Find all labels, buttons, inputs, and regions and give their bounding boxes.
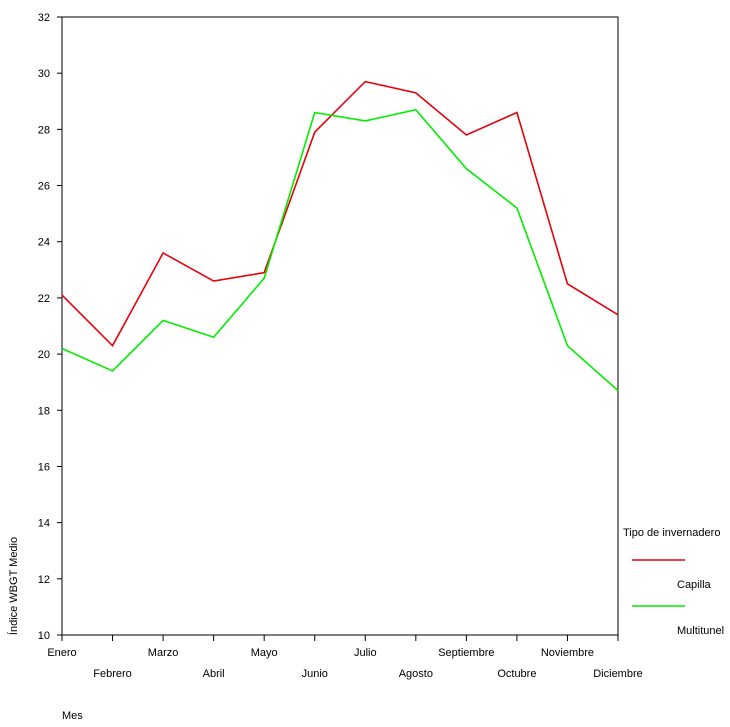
y-tick-label: 22 [38,293,50,305]
y-tick-label: 28 [38,124,50,136]
x-tick-label: Julio [354,647,377,659]
y-tick-label: 24 [38,237,50,249]
y-tick-label: 26 [38,181,50,193]
legend-label-multitunel: Multitunel [677,625,724,637]
y-tick-label: 10 [38,630,50,642]
y-axis-title: Índice WBGT Medio [7,537,20,635]
y-tick-label: 30 [38,68,50,80]
x-tick-label: Junio [302,668,328,680]
plot-frame [61,16,619,636]
x-axis-title: Mes [62,710,83,722]
y-tick-label: 32 [38,12,50,24]
x-tick-label: Diciembre [593,668,643,680]
y-tick-label: 18 [38,405,50,417]
y-tick-label: 12 [38,574,50,586]
x-tick-label: Marzo [148,647,179,659]
legend: Tipo de invernadero Capilla Multitunel [623,527,724,637]
series-line-capilla [61,80,619,347]
x-tick-label: Abril [203,668,225,680]
x-tick-label: Octubre [497,668,536,680]
x-tick-label: Noviembre [541,647,594,659]
y-tick-label: 20 [38,349,50,361]
series-line-multitunel [61,108,619,392]
x-tick-label: Enero [47,647,76,659]
y-axis: 10 12 14 16 18 20 22 24 26 28 30 32 [38,12,62,642]
legend-title: Tipo de invernadero [623,527,720,539]
series-lines [61,80,619,392]
x-tick-label: Septiembre [438,647,494,659]
x-tick-label: Mayo [251,647,278,659]
plot-border [61,16,619,636]
legend-label-capilla: Capilla [677,579,712,591]
y-tick-label: 14 [38,518,50,530]
x-tick-label: Agosto [399,668,433,680]
x-tick-label: Febrero [93,668,132,680]
x-axis: Enero Febrero Marzo Abril Mayo Junio Julio Agos… [47,635,643,680]
y-tick-label: 16 [38,461,50,473]
